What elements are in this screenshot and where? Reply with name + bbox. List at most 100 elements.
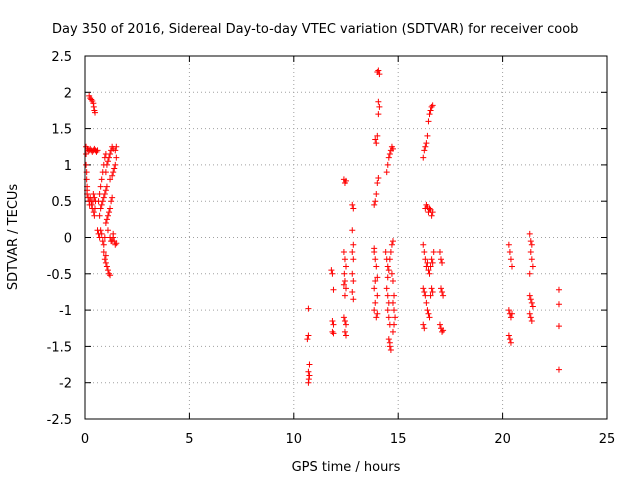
data-point [375, 111, 382, 118]
data-point [343, 177, 349, 184]
data-point [389, 238, 396, 245]
data-point [422, 256, 429, 263]
data-point [306, 361, 313, 368]
data-point [508, 263, 515, 270]
data-point [305, 332, 312, 339]
data-point [349, 227, 356, 234]
data-point [383, 169, 390, 176]
data-point [91, 194, 98, 201]
data-point [439, 328, 446, 335]
data-point [103, 216, 110, 223]
data-point [391, 292, 398, 299]
data-point [373, 263, 380, 270]
y-tick-label: -1.5 [47, 340, 72, 355]
y-tick-label: -0.5 [47, 268, 72, 283]
data-point [438, 285, 445, 292]
x-tick-label: 25 [599, 432, 616, 447]
data-point [507, 314, 514, 321]
x-tick-labels: 0 5 10 15 20 25 [81, 432, 615, 447]
data-point [436, 249, 443, 256]
data-point [341, 292, 348, 299]
data-point [109, 172, 116, 179]
data-point [343, 285, 349, 292]
y-tick-label: 1.5 [51, 123, 72, 138]
data-point [106, 154, 113, 161]
data-point [421, 147, 428, 154]
chart-title: Day 350 of 2016, Sidereal Day-to-day VTE… [52, 22, 578, 37]
data-point [104, 267, 111, 274]
data-point [385, 314, 392, 321]
y-tick-label: 2.5 [51, 50, 72, 65]
data-point [384, 161, 391, 168]
data-point [102, 219, 109, 226]
data-point [436, 321, 443, 328]
data-point [94, 147, 101, 154]
data-point [386, 151, 393, 158]
data-point [526, 310, 533, 317]
data-point [527, 296, 534, 303]
data-point [420, 321, 427, 328]
data-point [96, 234, 103, 241]
data-point [439, 259, 446, 266]
data-point [111, 165, 118, 172]
data-point [422, 143, 429, 150]
y-tick-label: -2.5 [47, 413, 72, 428]
data-point [385, 267, 392, 274]
data-point [385, 336, 392, 343]
data-point [389, 299, 396, 306]
data-point [372, 278, 379, 285]
data-point [350, 278, 357, 285]
data-point [388, 241, 395, 248]
data-point [428, 256, 435, 263]
data-point [97, 205, 104, 212]
data-point [97, 183, 104, 190]
data-point [102, 187, 109, 194]
data-point [98, 201, 105, 208]
y-tick-labels: 2.5 2 1.5 1 0.5 0 -0.5 -1 -1.5 -2 -2.5 [47, 50, 72, 428]
data-point [349, 288, 356, 295]
data-point [526, 230, 533, 237]
data-point [340, 281, 347, 288]
data-point [420, 154, 427, 161]
data-point [391, 307, 398, 314]
data-point [83, 151, 90, 158]
data-point [371, 307, 378, 314]
data-point [112, 161, 119, 168]
data-point [505, 307, 512, 314]
data-point [88, 96, 95, 103]
data-point [104, 158, 111, 165]
data-point [341, 278, 348, 285]
data-point [386, 256, 393, 263]
x-tick-label: 15 [390, 432, 407, 447]
data-point [383, 285, 390, 292]
data-point [508, 310, 515, 317]
data-point [107, 176, 114, 183]
data-point [306, 372, 313, 379]
data-point [96, 212, 103, 219]
data-point [424, 132, 431, 139]
data-point [529, 303, 536, 310]
data-point [426, 205, 433, 212]
y-tick-label: -2 [59, 377, 72, 392]
data-point [107, 272, 114, 279]
grid-layer [84, 55, 608, 420]
data-point [555, 323, 562, 330]
data-point [420, 285, 427, 292]
data-point [384, 274, 391, 281]
data-point [555, 366, 562, 373]
data-point [389, 278, 396, 285]
data-point [430, 249, 437, 256]
data-point [384, 263, 391, 270]
data-point [384, 292, 391, 299]
data-point [375, 174, 382, 181]
data-point [112, 241, 119, 248]
data-point [555, 301, 562, 308]
data-point [100, 249, 107, 256]
data-point [112, 147, 119, 154]
data-point [426, 314, 433, 321]
data-point [376, 103, 383, 110]
data-point [350, 296, 357, 303]
data-point [439, 288, 446, 295]
data-point [529, 263, 536, 270]
